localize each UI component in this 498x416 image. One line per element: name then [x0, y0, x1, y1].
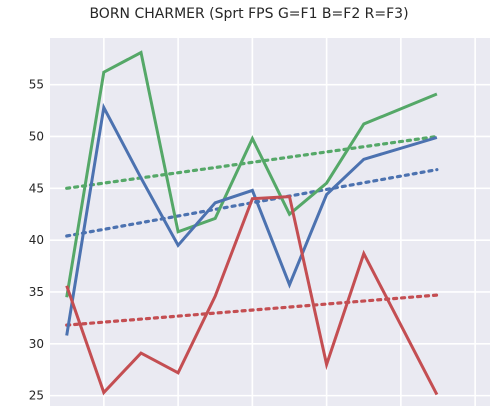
y-tick-label: 55: [29, 78, 44, 92]
y-tick-label: 25: [29, 389, 44, 403]
series-line: [65, 50, 438, 298]
y-tick-label: 35: [29, 285, 44, 299]
series-line: [65, 102, 438, 336]
series-line: [65, 195, 439, 396]
y-tick-label: 50: [29, 129, 44, 143]
plot-area: [50, 38, 490, 406]
y-tick-label: 40: [29, 233, 44, 247]
series-trend-line: [65, 293, 439, 327]
y-tick-label: 45: [29, 181, 44, 195]
chart-title: BORN CHARMER (Sprt FPS G=F1 B=F2 R=F3): [89, 6, 409, 22]
series-trend-line: [65, 134, 439, 190]
y-tick-label: 30: [29, 337, 44, 351]
